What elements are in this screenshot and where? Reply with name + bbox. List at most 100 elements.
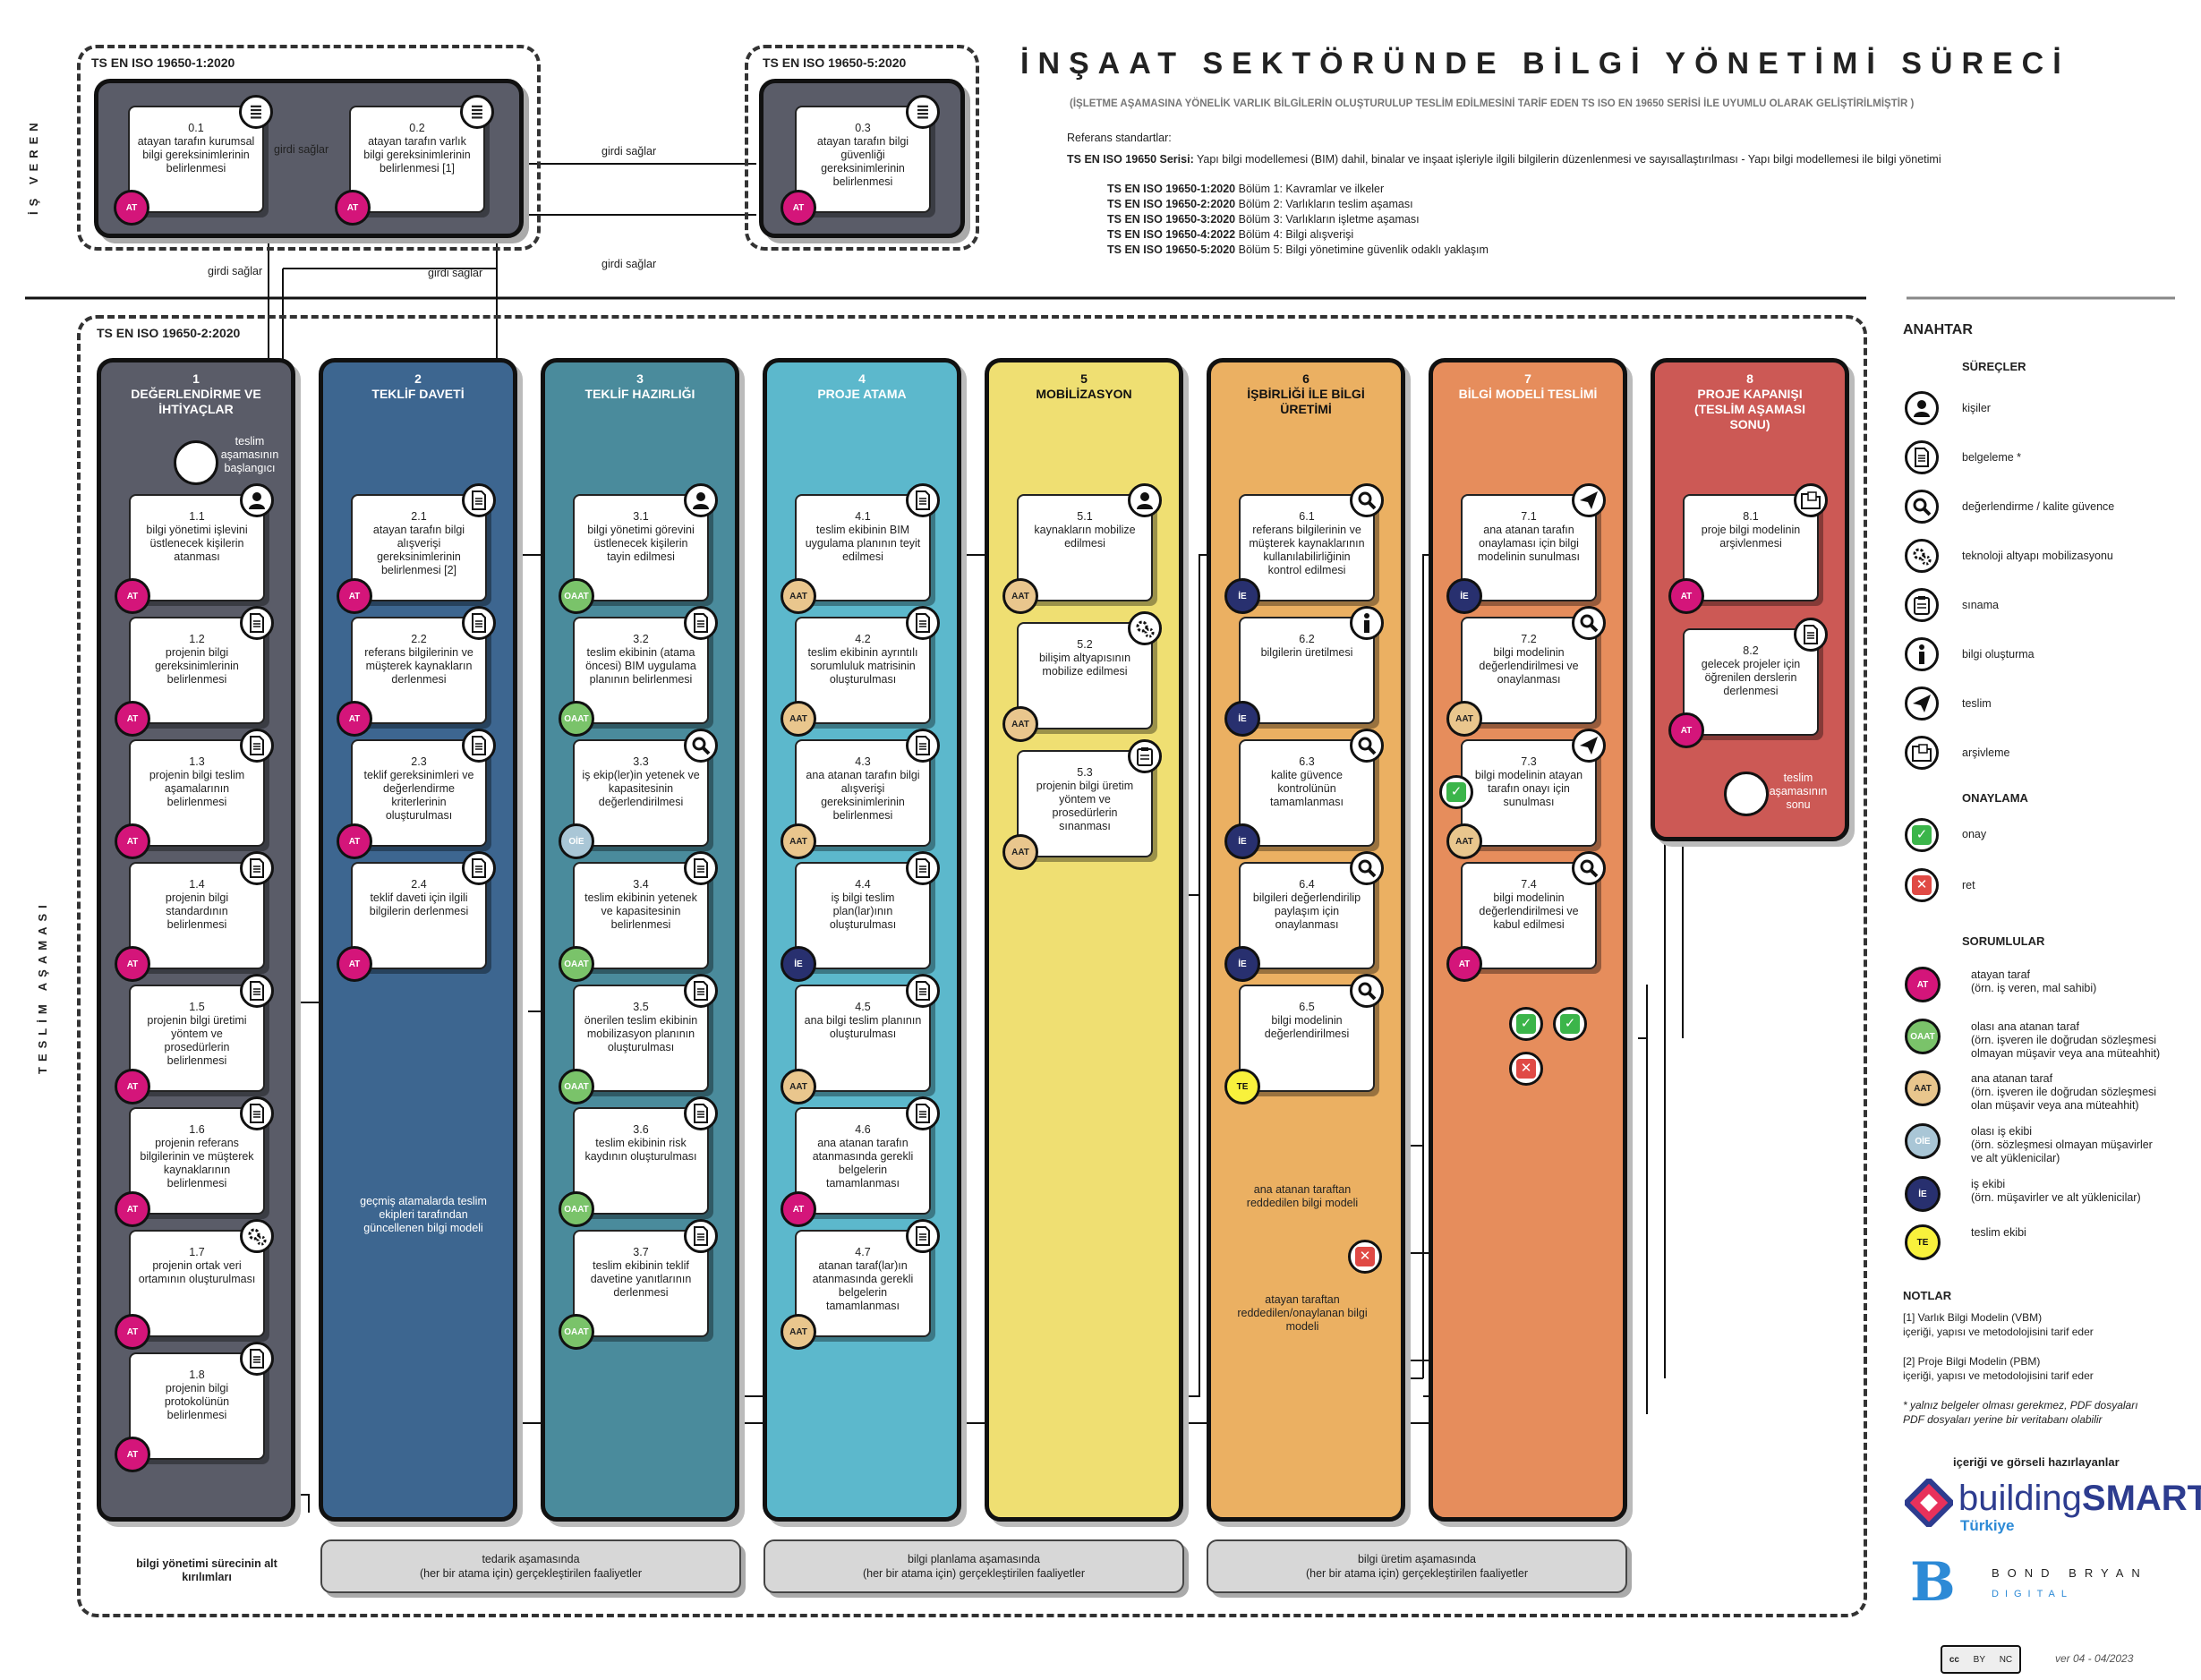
legend-role-line: atayan taraf bbox=[1971, 968, 2031, 981]
process-card-7.2[interactable]: 7.2 bilgi modelinin değerlendirilmesi ve … bbox=[1446, 606, 1606, 737]
doc-icon bbox=[684, 851, 718, 885]
card-id: 2.4 bbox=[411, 878, 427, 891]
process-card-3.2[interactable]: 3.2 teslim ekibinin (atama öncesi) BIM uy… bbox=[559, 606, 718, 737]
process-card-2.2[interactable]: 2.2 referans bilgilerinin ve müşterek kay… bbox=[337, 606, 496, 737]
doc-icon bbox=[240, 974, 274, 1008]
standard-text: Bölüm 3: Varlıkların işletme aşaması bbox=[1235, 213, 1420, 226]
note-text: içeriği, yapısı ve metodolojisini tarif … bbox=[1903, 1326, 2094, 1338]
process-card-1.2[interactable]: 1.2 projenin bilgi gereksinimlerinin beli… bbox=[115, 606, 274, 737]
process-card-3.5[interactable]: 3.5 önerilen teslim ekibinin mobilizasyon… bbox=[559, 974, 718, 1104]
process-card-6.1[interactable]: 6.1 referans bilgilerinin ve müşterek kay… bbox=[1224, 483, 1384, 614]
role-badge: OAAT bbox=[1905, 1019, 1941, 1054]
role-badge: OAAT bbox=[559, 946, 594, 982]
series-text: Yapı bilgi modellemesi (BIM) dahil, bina… bbox=[1193, 153, 1941, 166]
standard-row: TS EN ISO 19650-3:2020 Bölüm 3: Varlıkla… bbox=[1107, 212, 1489, 227]
legend-role-text: ana atanan taraf (örn. işveren ile doğrud… bbox=[1971, 1072, 2156, 1113]
card-id: 2.1 bbox=[411, 510, 427, 523]
process-card-2.3[interactable]: 2.3 teklif gereksinimleri ve değerlendirm… bbox=[337, 729, 496, 859]
process-card-0.1[interactable]: 0.1 atayan tarafın kurumsal bilgi gereksi… bbox=[114, 95, 273, 226]
role-badge: AT bbox=[115, 578, 150, 614]
phase-number: 2 bbox=[414, 371, 422, 386]
process-card-3.1[interactable]: 3.1 bilgi yönetimi görevini üstlenecek ki… bbox=[559, 483, 718, 614]
process-card-6.2[interactable]: 6.2 bilgilerin üretilmesi İE bbox=[1224, 606, 1384, 737]
process-card-1.8[interactable]: 1.8 projenin bilgi protokolünün belirlenm… bbox=[115, 1342, 274, 1472]
card-text: teslim ekibinin risk kaydının oluşturulm… bbox=[584, 1137, 697, 1163]
legend-role-line: iş ekibi bbox=[1971, 1178, 2006, 1190]
process-card-2.4[interactable]: 2.4 teklif daveti için ilgili bilgilerin … bbox=[337, 851, 496, 982]
card-text: proje bilgi modelinin arşivlenmesi bbox=[1701, 524, 1801, 550]
legend-process-label: kişiler bbox=[1962, 402, 1991, 414]
card-text: bilgi modelinin değerlendirilmesi bbox=[1264, 1014, 1350, 1040]
process-card-1.4[interactable]: 1.4 projenin bilgi standardının belirlenm… bbox=[115, 851, 274, 982]
doc-icon bbox=[240, 729, 274, 763]
phase-title: MOBİLİZASYON bbox=[1036, 387, 1132, 401]
process-card-0.3[interactable]: 0.3 atayan tarafın bilgi güvenliği gereks… bbox=[781, 95, 940, 226]
card-text: atayan tarafın varlık bilgi gereksinimle… bbox=[363, 135, 471, 175]
process-card-1.6[interactable]: 1.6 projenin referans bilgilerinin ve müş… bbox=[115, 1096, 274, 1227]
process-card-3.7[interactable]: 3.7 teslim ekibinin teklif davetine yanıt… bbox=[559, 1219, 718, 1350]
page-title: İNŞAAT SEKTÖRÜNDE BİLGİ YÖNETİMİ SÜRECİ bbox=[1020, 47, 2070, 81]
process-card-4.4[interactable]: 4.4 iş bilgi teslim plan(lar)ının oluştur… bbox=[781, 851, 940, 982]
group-label-1: TS EN ISO 19650-1:2020 bbox=[88, 55, 239, 70]
process-card-1.3[interactable]: 1.3 projenin bilgi teslim aşamalarının be… bbox=[115, 729, 274, 859]
phase-number: 1 bbox=[192, 371, 200, 386]
card-id: 4.3 bbox=[855, 755, 871, 768]
process-card-7.1[interactable]: 7.1 ana atanan tarafın onaylaması için bi… bbox=[1446, 483, 1606, 614]
card-text: ana bilgi teslim planının oluşturulması bbox=[804, 1014, 922, 1040]
process-card-5.3[interactable]: 5.3 projenin bilgi üretim yöntem ve prose… bbox=[1002, 739, 1162, 870]
group-19650-2 bbox=[77, 315, 1867, 1617]
role-badge: İE bbox=[1224, 823, 1260, 859]
card-text: ana atanan tarafın bilgi alışverişi gere… bbox=[806, 769, 920, 822]
side-label-employer: İŞ VEREN bbox=[27, 117, 40, 215]
legend-role-text: atayan taraf (örn. iş veren, mal sahibi) bbox=[1971, 968, 2096, 995]
gear-icon bbox=[1128, 611, 1162, 645]
role-badge: TE bbox=[1905, 1224, 1941, 1260]
process-card-4.3[interactable]: 4.3 ana atanan tarafın bilgi alışverişi g… bbox=[781, 729, 940, 859]
card-id: 7.1 bbox=[1521, 510, 1537, 523]
clip-icon bbox=[1128, 739, 1162, 773]
card-text: teslim ekibinin BIM uygulama planının te… bbox=[805, 524, 921, 563]
logo-text: SMART bbox=[2081, 1479, 2201, 1518]
flow-label: girdi sağlar bbox=[601, 258, 657, 270]
cc-license-badge: cc BY NC bbox=[1941, 1645, 2021, 1674]
process-card-5.1[interactable]: 5.1 kaynakların mobilize edilmesi AAT bbox=[1002, 483, 1162, 614]
legend-role-line: olan müşavir veya ana müteahhit) bbox=[1971, 1099, 2139, 1112]
card-id: 4.6 bbox=[855, 1123, 871, 1136]
process-card-1.7[interactable]: 1.7 projenin ortak veri ortamının oluştur… bbox=[115, 1219, 274, 1350]
process-card-4.7[interactable]: 4.7 atanan taraf(lar)ın atanmasında gerek… bbox=[781, 1219, 940, 1350]
search-icon bbox=[1572, 851, 1606, 885]
process-card-8.1[interactable]: 8.1 proje bilgi modelinin arşivlenmesi AT bbox=[1668, 483, 1828, 614]
process-card-4.6[interactable]: 4.6 ana atanan tarafın atanmasında gerekl… bbox=[781, 1096, 940, 1227]
process-card-1.5[interactable]: 1.5 projenin bilgi üretimi yöntem ve pros… bbox=[115, 974, 274, 1104]
search-icon bbox=[1350, 974, 1384, 1008]
process-card-1.1[interactable]: 1.1 bilgi yönetimi işlevini üstlenecek ki… bbox=[115, 483, 274, 614]
process-card-0.2[interactable]: 0.2 atayan tarafın varlık bilgi gereksini… bbox=[335, 95, 494, 226]
process-card-8.2[interactable]: 8.2 gelecek projeler için öğrenilen dersl… bbox=[1668, 618, 1828, 748]
note-text: * yalnız belgeler olması gerekmez, PDF d… bbox=[1903, 1399, 2138, 1411]
role-badge: AT bbox=[115, 1069, 150, 1104]
role-badge: OİE bbox=[559, 823, 594, 859]
process-card-7.3[interactable]: 7.3 bilgi modelinin atayan tarafın onayı … bbox=[1446, 729, 1606, 859]
process-card-7.4[interactable]: 7.4 bilgi modelinin değerlendirilmesi ve … bbox=[1446, 851, 1606, 982]
process-card-3.4[interactable]: 3.4 teslim ekibinin yetenek ve kapasitesi… bbox=[559, 851, 718, 982]
process-card-4.1[interactable]: 4.1 teslim ekibinin BIM uygulama planının… bbox=[781, 483, 940, 614]
process-card-6.5[interactable]: 6.5 bilgi modelinin değerlendirilmesi TE bbox=[1224, 974, 1384, 1104]
start-node bbox=[174, 440, 218, 485]
role-badge: AT bbox=[337, 823, 372, 859]
card-text: bilgileri değerlendirilip paylaşım için … bbox=[1252, 891, 1361, 931]
card-id: 1.5 bbox=[189, 1001, 205, 1013]
process-card-6.4[interactable]: 6.4 bilgileri değerlendirilip paylaşım iç… bbox=[1224, 851, 1384, 982]
process-card-3.3[interactable]: 3.3 iş ekip(ler)in yetenek ve kapasitesin… bbox=[559, 729, 718, 859]
phase-title: PROJE KAPANIŞI (TESLİM AŞAMASI SONU) bbox=[1694, 387, 1805, 431]
process-card-2.1[interactable]: 2.1 atayan tarafın bilgi alışverişi gerek… bbox=[337, 483, 496, 614]
phase-title: İŞBİRLİĞİ İLE BİLGİ ÜRETİMİ bbox=[1247, 387, 1365, 416]
phase-column-header: 8 PROJE KAPANIŞI (TESLİM AŞAMASI SONU) bbox=[1655, 371, 1845, 432]
process-card-3.6[interactable]: 3.6 teslim ekibinin risk kaydının oluştur… bbox=[559, 1096, 718, 1227]
process-card-4.5[interactable]: 4.5 ana bilgi teslim planının oluşturulma… bbox=[781, 974, 940, 1104]
process-card-5.2[interactable]: 5.2 bilişim altyapısının mobilize edilmes… bbox=[1002, 611, 1162, 742]
legend-role-text: iş ekibi (örn. müşavirler ve alt yüklenic… bbox=[1971, 1178, 2141, 1205]
card-id: 3.6 bbox=[633, 1123, 649, 1136]
process-card-4.2[interactable]: 4.2 teslim ekibinin ayrıntılı sorumluluk … bbox=[781, 606, 940, 737]
note-text: [2] Proje Bilgi Modelin (PBM) bbox=[1903, 1355, 2041, 1368]
process-card-6.3[interactable]: 6.3 kalite güvence kontrolünün tamamlanma… bbox=[1224, 729, 1384, 859]
